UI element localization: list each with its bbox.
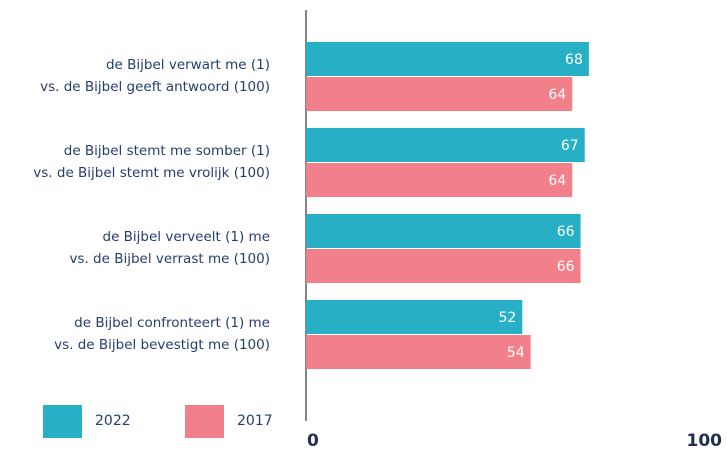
category-label: de Bijbel verveelt (1) me [103, 229, 271, 245]
category-label: vs. de Bijbel geeft antwoord (100) [40, 79, 270, 95]
bar [306, 335, 531, 369]
bar [306, 214, 581, 248]
x-tick-label: 0 [307, 431, 319, 451]
value-label: 54 [507, 345, 525, 361]
legend-label: 2022 [95, 413, 131, 429]
bar [306, 128, 585, 162]
category-label: de Bijbel stemt me somber (1) [64, 143, 270, 159]
value-label: 66 [557, 259, 575, 275]
value-label: 64 [548, 173, 566, 189]
value-label: 67 [561, 138, 579, 154]
category-label: de Bijbel confronteert (1) me [74, 315, 270, 331]
bar [306, 249, 581, 283]
legend-swatch [185, 405, 224, 438]
legend-swatch [43, 405, 82, 438]
value-label: 68 [565, 52, 583, 68]
category-label: vs. de Bijbel stemt me vrolijk (100) [33, 165, 270, 181]
legend-label: 2017 [237, 413, 273, 429]
category-label: vs. de Bijbel verrast me (100) [69, 251, 270, 267]
value-label: 64 [548, 87, 566, 103]
bar [306, 77, 573, 111]
x-tick-label: 100 [687, 431, 723, 451]
value-label: 52 [498, 310, 516, 326]
bar [306, 42, 589, 76]
value-label: 66 [557, 224, 575, 240]
category-label: de Bijbel verwart me (1) [106, 57, 270, 73]
bar [306, 300, 523, 334]
bar [306, 163, 573, 197]
category-label: vs. de Bijbel bevestigt me (100) [54, 337, 270, 353]
